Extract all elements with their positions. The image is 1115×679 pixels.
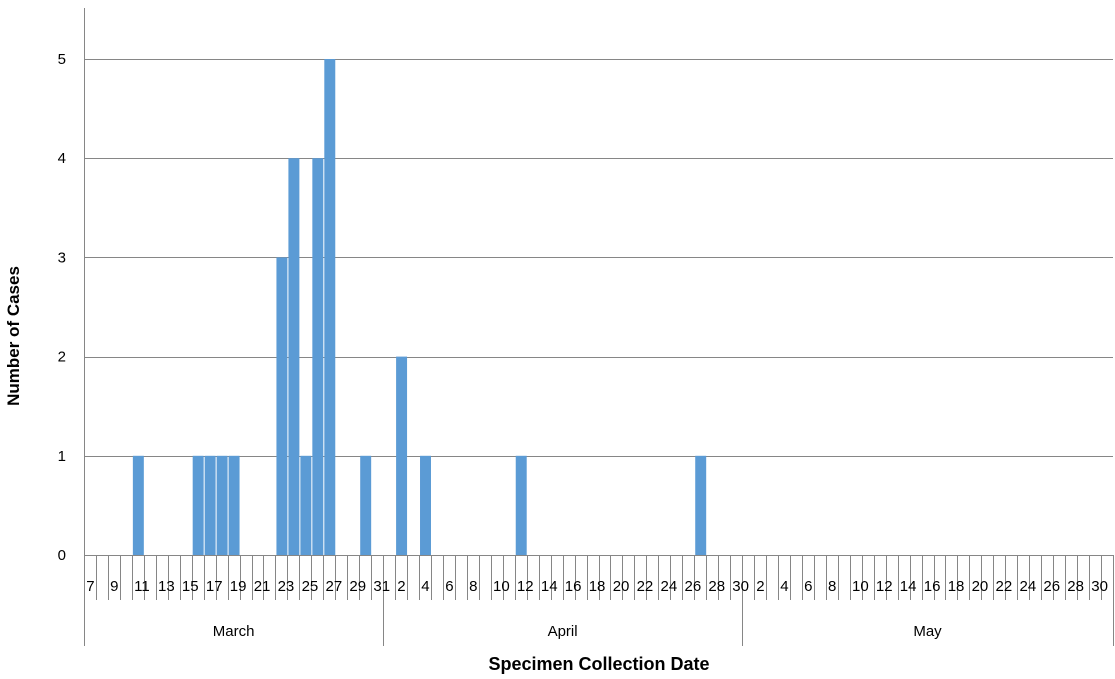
bar [695, 455, 707, 555]
x-tick-label: 30 [1091, 578, 1108, 595]
x-tick-label: 13 [158, 578, 175, 595]
bar [276, 257, 288, 555]
x-tick-label: 28 [1067, 578, 1084, 595]
x-tick-label: 9 [110, 578, 118, 595]
gridlines [84, 59, 1113, 457]
x-tick-label: 18 [948, 578, 965, 595]
bar [228, 455, 240, 555]
x-tick-label: 26 [1043, 578, 1060, 595]
bar [420, 455, 431, 555]
x-tick-label: 28 [708, 578, 725, 595]
x-tick-label: 20 [613, 578, 630, 595]
y-tick-label: 0 [58, 547, 66, 564]
x-tick-label: 2 [397, 578, 405, 595]
y-tick-label: 4 [58, 150, 66, 167]
bar [288, 158, 300, 555]
x-tick-label: 17 [206, 578, 223, 595]
bar [515, 455, 527, 555]
x-tick-label: 4 [421, 578, 429, 595]
month-labels: March April May [213, 623, 942, 640]
x-tick-label: 20 [972, 578, 989, 595]
x-tick-label: 10 [852, 578, 869, 595]
y-axis-label: Number of Cases [4, 266, 23, 406]
bar [396, 356, 408, 555]
bars [132, 59, 707, 555]
x-tick-label: 12 [517, 578, 534, 595]
bar [204, 455, 216, 555]
x-tick-label: 25 [302, 578, 319, 595]
x-tick-label: 11 [134, 578, 150, 595]
bar [324, 59, 336, 555]
x-tick-label: 12 [876, 578, 893, 595]
x-tick-label: 2 [756, 578, 764, 595]
x-tick-label: 15 [182, 578, 199, 595]
x-tick-label: 24 [1020, 578, 1037, 595]
y-tick-labels: 0 1 2 3 4 5 [58, 51, 66, 564]
bar [360, 455, 372, 555]
x-tick-label: 23 [278, 578, 295, 595]
bar [300, 455, 312, 555]
x-tick-label: 22 [637, 578, 654, 595]
bar [216, 455, 228, 555]
y-tick-label: 5 [58, 51, 66, 68]
x-tick-label: 29 [349, 578, 366, 595]
x-tick-label: 8 [469, 578, 477, 595]
x-tick-label: 6 [804, 578, 812, 595]
bar [312, 158, 324, 555]
x-tick-label: 14 [900, 578, 917, 595]
x-tick-label: 4 [780, 578, 788, 595]
bar [132, 455, 144, 555]
x-tick-label: 27 [326, 578, 343, 595]
x-tick-label: 22 [996, 578, 1013, 595]
x-tick-labels: 7 9 11 13 15 17 19 21 23 25 27 29 31 2 4 6 8 10 12 14 16 18 20… [86, 578, 1108, 595]
axes [84, 8, 1114, 646]
bar [192, 455, 204, 555]
x-tick-label: 24 [661, 578, 678, 595]
x-tick-label: 18 [589, 578, 606, 595]
x-axis-label: Specimen Collection Date [488, 654, 709, 674]
y-tick-label: 3 [58, 249, 66, 266]
x-tick-label: 6 [445, 578, 453, 595]
x-tick-label: 10 [493, 578, 510, 595]
y-tick-label: 1 [58, 448, 66, 465]
y-tick-label: 2 [58, 349, 66, 366]
month-label: April [548, 623, 578, 640]
month-label: May [913, 623, 942, 640]
x-tick-label: 19 [230, 578, 247, 595]
x-tick-label: 14 [541, 578, 558, 595]
x-tick-label: 16 [565, 578, 582, 595]
month-label: March [213, 623, 255, 640]
x-tick-label: 21 [254, 578, 271, 595]
x-tick-label: 7 [86, 578, 94, 595]
x-tick-label: 30 [732, 578, 749, 595]
x-tick-label: 26 [685, 578, 702, 595]
x-tick-label: 31 [373, 578, 390, 595]
x-tick-label: 8 [828, 578, 836, 595]
x-tick-label: 16 [924, 578, 941, 595]
